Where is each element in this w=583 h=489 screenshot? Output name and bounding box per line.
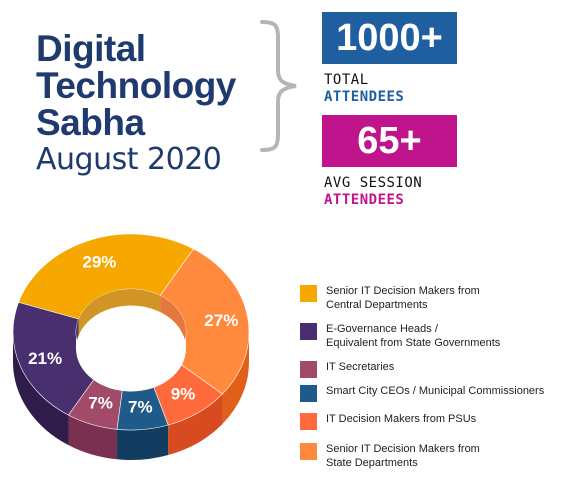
legend-item-central-departments: Senior IT Decision Makers from Central D… bbox=[300, 284, 480, 312]
legend-text-line: State Departments bbox=[326, 457, 418, 469]
donut-side-3 bbox=[117, 424, 169, 460]
legend-text-line: IT Secretaries bbox=[326, 361, 395, 373]
legend-text-line: E-Governance Heads / bbox=[326, 323, 438, 335]
legend-item-state-departments: Senior IT Decision Makers from State Dep… bbox=[300, 442, 480, 470]
legend-swatch bbox=[300, 443, 317, 460]
legend-swatch bbox=[300, 413, 317, 430]
donut-side-1 bbox=[13, 332, 69, 446]
legend-item-it-secretaries: IT Secretaries bbox=[300, 360, 394, 378]
total-label-line1: TOTAL bbox=[324, 72, 369, 88]
donut-chart: 29% 21% 7% 7% 9% 27% bbox=[0, 228, 290, 489]
total-attendees-label: TOTAL ATTENDEES bbox=[324, 72, 404, 106]
slice-value-label-3: 7% bbox=[128, 398, 153, 417]
legend-item-smart-city-ceos: Smart City CEOs / Municipal Commissioner… bbox=[300, 384, 544, 402]
event-date: August 2020 bbox=[36, 142, 222, 177]
donut-hole-front bbox=[76, 332, 186, 392]
legend-text-line: Senior IT Decision Makers from bbox=[326, 285, 480, 297]
donut-inner-wall-0 bbox=[78, 289, 161, 336]
legend-swatch bbox=[300, 285, 317, 302]
slice-value-label-0: 29% bbox=[82, 253, 116, 272]
avg-label-line1: AVG SESSION bbox=[324, 175, 423, 191]
legend-text-line: Senior IT Decision Makers from bbox=[326, 443, 480, 455]
avg-session-attendees-label: AVG SESSION ATTENDEES bbox=[324, 175, 422, 209]
legend-text-line: Central Departments bbox=[326, 299, 428, 311]
title-block: Digital Technology Sabha August 2020 bbox=[36, 30, 236, 178]
total-attendees-value: 1000+ bbox=[322, 12, 457, 64]
slice-value-label-5: 27% bbox=[204, 311, 238, 330]
legend-item-psus: IT Decision Makers from PSUs bbox=[300, 412, 476, 430]
legend-swatch bbox=[300, 323, 317, 340]
title-line-2: Technology bbox=[36, 65, 236, 106]
legend-swatch bbox=[300, 385, 317, 402]
donut-side-4 bbox=[168, 393, 223, 455]
slice-value-label-4: 9% bbox=[171, 385, 196, 404]
donut-side-5 bbox=[222, 332, 249, 424]
legend-swatch bbox=[300, 361, 317, 378]
avg-session-attendees-value: 65+ bbox=[322, 115, 457, 167]
legend-item-egovernance-heads: E-Governance Heads / Equivalent from Sta… bbox=[300, 322, 500, 350]
legend-text-line: IT Decision Makers from PSUs bbox=[326, 413, 477, 425]
slice-value-label-2: 7% bbox=[88, 394, 113, 413]
title-line-1: Digital bbox=[36, 28, 146, 69]
title-line-3: Sabha bbox=[36, 102, 145, 143]
donut-side-2 bbox=[68, 415, 118, 460]
avg-label-line2: ATTENDEES bbox=[324, 192, 405, 208]
slice-value-label-1: 21% bbox=[28, 349, 62, 368]
curly-brace-icon bbox=[260, 20, 297, 152]
total-label-line2: ATTENDEES bbox=[324, 89, 405, 105]
donut-inner-wall-5 bbox=[160, 295, 186, 349]
legend-text-line: Smart City CEOs / Municipal Commissioner… bbox=[326, 385, 545, 397]
legend-text-line: Equivalent from State Governments bbox=[326, 337, 501, 349]
